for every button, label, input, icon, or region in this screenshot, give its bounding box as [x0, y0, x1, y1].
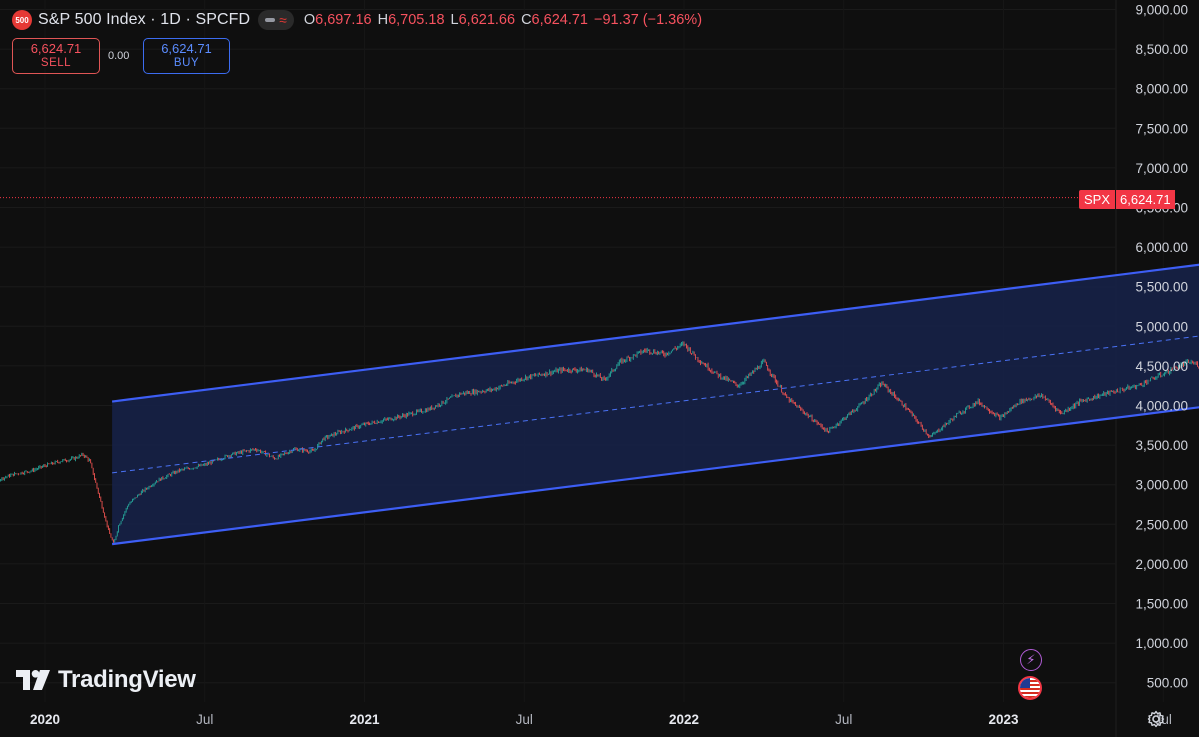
y-tick-label: 9,000.00	[1135, 3, 1188, 18]
last-price-tag: SPX 6,624.71	[1079, 190, 1175, 209]
sell-label: SELL	[40, 57, 72, 69]
y-tick-label: 500.00	[1147, 676, 1188, 691]
minus-icon[interactable]	[265, 18, 276, 22]
symbol-header: 500 S&P 500 Index · 1D · SPCFD ≈ O 6,697…	[12, 9, 702, 31]
price-tag-value: 6,624.71	[1116, 190, 1175, 209]
y-tick-label: 4,000.00	[1135, 399, 1188, 414]
us-flag-icon[interactable]	[1018, 676, 1042, 700]
x-tick-label: 2021	[349, 712, 380, 727]
x-tick-label: Jul	[516, 712, 533, 727]
high-label: H	[377, 12, 389, 28]
change-value: −91.37 (−1.36%)	[594, 12, 703, 28]
y-tick-label: 8,000.00	[1135, 82, 1188, 97]
y-tick-label: 8,500.00	[1135, 42, 1188, 57]
y-tick-label: 4,500.00	[1135, 359, 1188, 374]
close-value: 6,624.71	[531, 12, 588, 28]
x-tick-label: 2023	[988, 712, 1019, 727]
channel-upper-line[interactable]	[111, 139, 1199, 403]
tradingview-mark-icon	[16, 670, 50, 690]
tradingview-logo[interactable]: TradingView	[16, 666, 196, 694]
low-label: L	[450, 12, 459, 28]
sell-price: 6,624.71	[30, 41, 82, 56]
open-value: 6,697.16	[315, 12, 372, 28]
spread-value: 0.00	[108, 50, 130, 62]
sell-button[interactable]: 6,624.71 SELL	[12, 38, 100, 74]
flash-icon[interactable]: ⚡	[1020, 649, 1042, 671]
y-tick-label: 5,000.00	[1135, 319, 1188, 334]
y-tick-label: 1,000.00	[1135, 636, 1188, 651]
x-tick-label: Jul	[196, 712, 213, 727]
y-tick-label: 7,500.00	[1135, 121, 1188, 136]
channel-mid-line	[112, 335, 1199, 474]
channel-lower-line[interactable]	[111, 281, 1199, 546]
settings-gear-icon[interactable]	[1146, 709, 1166, 729]
open-label: O	[303, 12, 316, 28]
y-tick-label: 1,500.00	[1135, 597, 1188, 612]
y-tick-label: 2,000.00	[1135, 557, 1188, 572]
brand-name: TradingView	[58, 666, 196, 693]
buy-label: BUY	[173, 57, 200, 69]
indicator-toggle[interactable]: ≈	[258, 10, 294, 30]
low-value: 6,621.66	[458, 12, 516, 28]
x-tick-label: Jul	[835, 712, 852, 727]
x-tick-label: 2020	[30, 712, 60, 727]
ohlc-readout: O 6,697.16 H 6,705.18 L 6,621.66 C 6,624…	[304, 12, 702, 28]
high-value: 6,705.18	[388, 12, 445, 28]
y-tick-label: 3,500.00	[1135, 438, 1188, 453]
y-tick-label: 5,500.00	[1135, 280, 1188, 295]
x-tick-label: 2022	[669, 712, 699, 727]
close-label: C	[521, 12, 532, 28]
buy-button[interactable]: 6,624.71 BUY	[143, 38, 230, 74]
wave-icon[interactable]: ≈	[279, 12, 287, 28]
y-tick-label: 2,500.00	[1135, 517, 1188, 532]
price-tag-symbol: SPX	[1079, 190, 1116, 209]
time-axis[interactable]: 2020Jul2021Jul2022Jul2023Jul2024Jul2025J…	[30, 712, 1199, 727]
parallel-channel-fill	[112, 264, 1199, 545]
symbol-logo-icon[interactable]: 500	[12, 10, 32, 30]
y-tick-label: 3,000.00	[1135, 478, 1188, 493]
buy-price: 6,624.71	[161, 41, 212, 56]
symbol-title[interactable]: S&P 500 Index · 1D · SPCFD	[38, 11, 251, 28]
y-tick-label: 6,000.00	[1135, 240, 1188, 255]
price-series	[0, 341, 1199, 543]
y-tick-label: 7,000.00	[1135, 161, 1188, 176]
